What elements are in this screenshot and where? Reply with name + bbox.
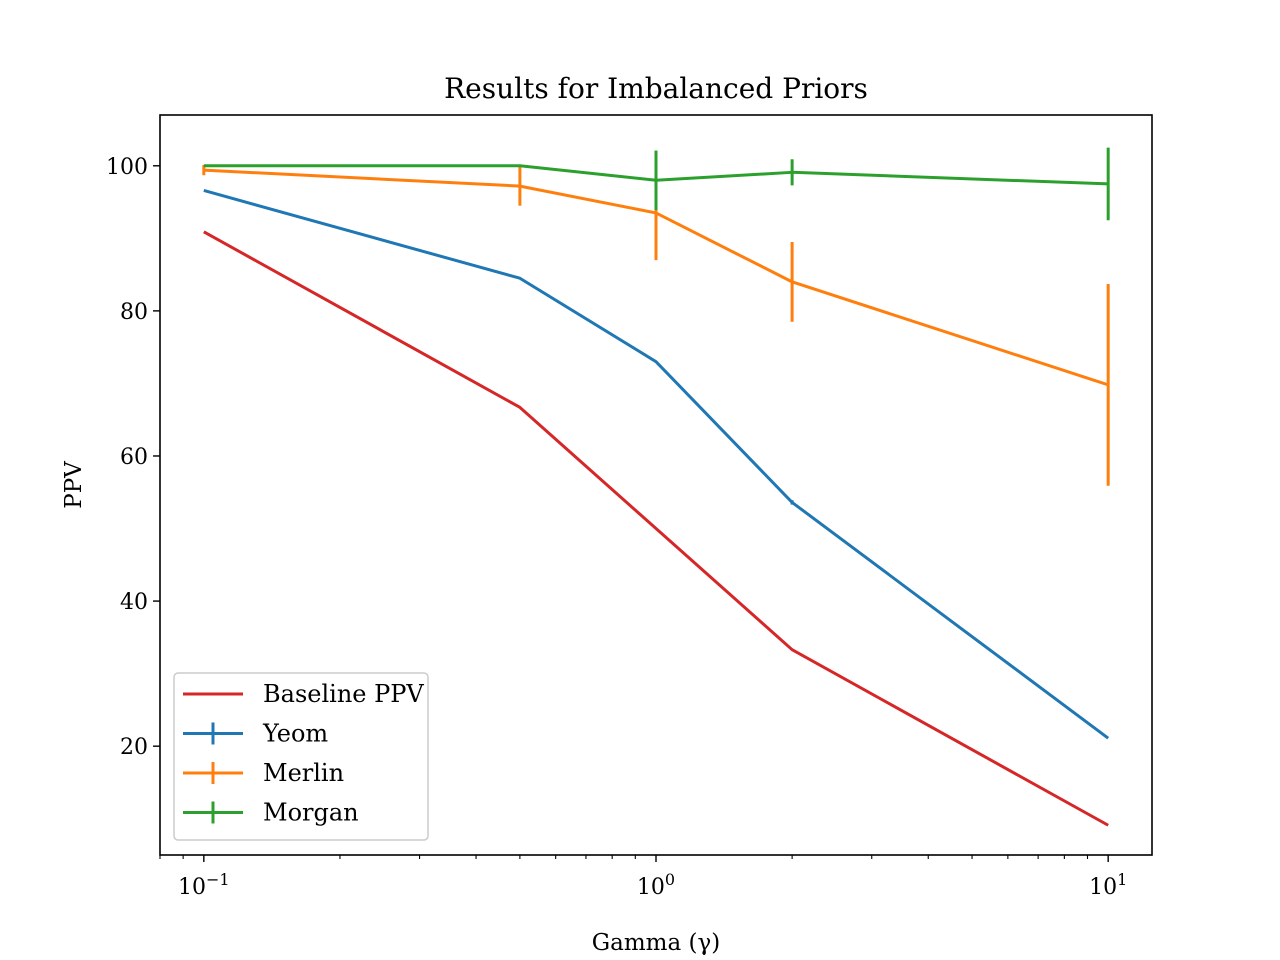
legend-label: Merlin <box>263 759 344 787</box>
series-line <box>203 230 1109 827</box>
legend-label: Morgan <box>263 799 359 827</box>
y-tick-label: 20 <box>120 735 148 760</box>
y-axis-label: PPV <box>61 461 87 509</box>
y-tick-label: 80 <box>120 300 148 325</box>
x-axis-label: Gamma (γ) <box>592 930 720 956</box>
axes: 20 40 60 80 100 10−1 100 101 <box>106 155 1127 900</box>
legend-box <box>173 672 429 841</box>
legend-label: Yeom <box>262 720 328 748</box>
x-tick-label: 10−1 <box>178 870 230 900</box>
x-tick-label: 100 <box>637 870 675 900</box>
y-tick-label: 40 <box>120 590 148 615</box>
plot-area <box>202 147 1110 827</box>
series-line <box>203 189 1110 740</box>
y-tick-label: 60 <box>120 445 148 470</box>
legend-label: Baseline PPV <box>263 680 424 708</box>
x-tick-label: 101 <box>1089 870 1127 900</box>
legend: Baseline PPV Yeom Merlin Morgan <box>173 672 429 841</box>
chart-title: Results for Imbalanced Priors <box>444 72 868 105</box>
y-tick-label: 100 <box>106 155 148 180</box>
